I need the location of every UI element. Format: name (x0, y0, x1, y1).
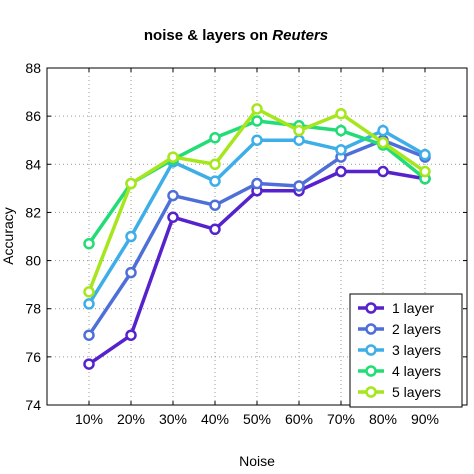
data-point (167, 211, 179, 223)
y-axis-label: Accuracy (0, 207, 16, 265)
x-tick-label: 10% (75, 411, 103, 427)
chart-title: noise & layers on Reuters (144, 27, 328, 44)
series-group (83, 103, 431, 370)
data-point (335, 144, 347, 156)
data-point (293, 124, 305, 137)
data-point (83, 298, 95, 310)
legend-label: 2 layers (392, 321, 441, 337)
data-point (377, 165, 389, 178)
data-point (125, 230, 137, 243)
data-point (335, 107, 347, 120)
data-point (83, 358, 95, 370)
legend-item: 2 layers (358, 321, 441, 337)
legend-label: 3 layers (392, 342, 441, 358)
data-point (251, 115, 263, 127)
data-point (83, 286, 95, 298)
data-point (251, 177, 263, 190)
x-tick-label: 20% (117, 411, 145, 427)
legend-item: 5 layers (358, 384, 441, 400)
y-tick-label: 84 (25, 156, 41, 172)
data-point (125, 177, 137, 190)
legend-swatch-marker (365, 386, 377, 398)
axis-ticks: 10% 20% 30% 40% 50% 60% 70% 80% 90% 74 76 78 80 82 84 8… (25, 60, 467, 427)
x-tick-label: 50% (243, 411, 271, 427)
y-tick-label: 88 (25, 60, 41, 76)
y-tick-label: 82 (25, 204, 41, 220)
data-point (251, 103, 263, 115)
y-tick-label: 76 (25, 349, 41, 365)
series-5 (83, 103, 431, 298)
data-point (209, 199, 221, 211)
data-point (293, 180, 305, 192)
data-point (419, 165, 431, 178)
legend-label: 1 layer (392, 300, 434, 316)
data-point (377, 136, 389, 149)
data-point (125, 266, 137, 279)
data-point (419, 148, 431, 161)
x-tick-label: 60% (285, 411, 313, 427)
data-point (377, 124, 389, 137)
data-point (167, 151, 179, 163)
y-tick-label: 74 (25, 397, 41, 413)
legend-swatch-marker (365, 344, 377, 356)
chart-title-prefix: noise & layers on (144, 27, 272, 44)
x-tick-label: 40% (201, 411, 229, 427)
x-tick-label: 90% (411, 411, 439, 427)
x-tick-label: 30% (159, 411, 187, 427)
data-point (209, 223, 221, 236)
data-point (209, 158, 221, 171)
legend-swatch-marker (365, 302, 377, 314)
data-point (293, 134, 305, 146)
legend: 1 layer 2 layers 3 layers 4 layers 5 layers (349, 293, 463, 408)
y-tick-label: 78 (25, 301, 41, 317)
x-tick-label: 70% (327, 411, 355, 427)
y-tick-label: 86 (25, 108, 41, 124)
data-point (335, 124, 347, 137)
legend-swatch-marker (365, 365, 377, 377)
data-point (83, 237, 95, 250)
data-point (167, 189, 179, 202)
data-point (251, 134, 263, 146)
data-point (125, 329, 137, 341)
data-point (209, 175, 221, 187)
y-tick-label: 80 (25, 253, 41, 269)
x-tick-label: 80% (369, 411, 397, 427)
data-point (335, 165, 347, 178)
legend-label: 4 layers (392, 363, 441, 379)
legend-item: 1 layer (358, 300, 434, 316)
data-point (83, 329, 95, 341)
data-point (209, 132, 221, 144)
legend-swatch-marker (365, 323, 377, 335)
legend-item: 4 layers (358, 363, 441, 379)
legend-label: 5 layers (392, 384, 441, 400)
chart-title-emphasis: Reuters (272, 27, 328, 44)
x-axis-label: Noise (239, 453, 275, 469)
legend-item: 3 layers (358, 342, 441, 358)
